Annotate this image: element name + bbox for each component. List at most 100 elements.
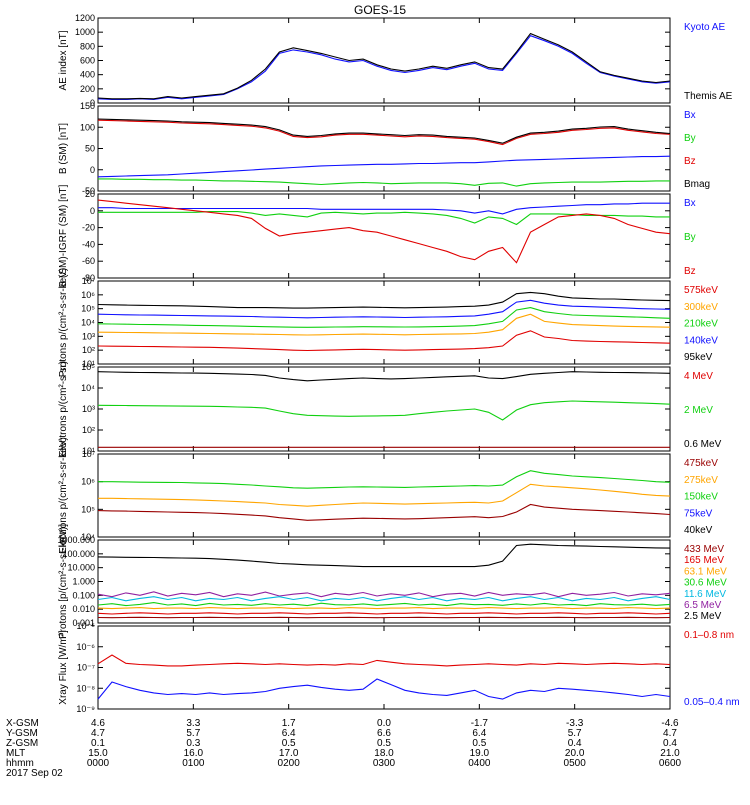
series-line <box>98 679 670 699</box>
legend-entry: 2.5 MeV <box>684 611 722 622</box>
y-tick-label: 1200 <box>75 13 95 23</box>
y-tick-label: 10⁻⁹ <box>76 704 95 714</box>
series-line <box>98 212 670 225</box>
y-tick-label: 10² <box>82 345 95 355</box>
series-line <box>98 597 670 601</box>
panel-frame <box>98 194 670 278</box>
legend-entry: Kyoto AE <box>684 22 725 33</box>
ephemeris-value: 0600 <box>659 758 682 769</box>
legend-entry: 475keV <box>684 458 718 469</box>
legend-entry: 63.1 MeV <box>684 566 727 577</box>
y-tick-label: 10⁵ <box>81 362 95 372</box>
y-axis-label: Protons p/(cm²-s-sr-keV) <box>58 268 69 377</box>
y-tick-label: 10⁷ <box>82 276 95 286</box>
legend-entry: 0.6 MeV <box>684 439 722 450</box>
legend-entry: Themis AE <box>684 91 733 102</box>
series-line <box>98 608 670 609</box>
y-tick-label: 10⁻⁸ <box>76 683 95 693</box>
legend-entry: 4 MeV <box>684 371 713 382</box>
y-tick-label: 20 <box>85 189 95 199</box>
series-line <box>98 505 670 521</box>
series-line <box>98 471 670 489</box>
legend-entry: 2 MeV <box>684 405 713 416</box>
y-axis-label: Protons [p/(cm²-s-sr-keV)] <box>58 524 69 639</box>
y-tick-label: 10⁴ <box>81 383 95 393</box>
ephemeris-value: 0400 <box>468 758 491 769</box>
y-axis-label: B (SM) [nT] <box>58 123 69 174</box>
ephemeris-value: 0300 <box>373 758 396 769</box>
series-line <box>98 603 670 606</box>
series-line <box>98 331 670 351</box>
panel-3: 200-20-40-60-80B (SM)-IGRF (SM) [nT]BxBy… <box>58 184 696 287</box>
series-line <box>98 179 670 186</box>
y-tick-label: 10⁻⁶ <box>77 642 96 652</box>
series-line <box>98 613 670 614</box>
legend-entry: Bz <box>684 156 696 167</box>
y-tick-label: 1.000 <box>72 577 95 587</box>
series-line <box>98 292 670 308</box>
legend-entry: 40keV <box>684 525 713 536</box>
ephemeris-value: 0500 <box>564 758 587 769</box>
y-tick-label: 50 <box>85 144 95 154</box>
legend-entry: 575keV <box>684 285 718 296</box>
y-tick-label: 0.010 <box>72 604 95 614</box>
panel-frame <box>98 281 670 364</box>
series-line <box>98 34 670 99</box>
y-tick-label: 600 <box>80 56 95 66</box>
legend-entry: 75keV <box>684 508 713 519</box>
series-line <box>98 544 670 566</box>
y-tick-label: 100 <box>80 122 95 132</box>
legend-entry: 210keV <box>684 319 718 330</box>
y-tick-label: 10⁵ <box>81 304 95 314</box>
series-line <box>98 592 670 597</box>
y-tick-label: 1000 <box>75 27 95 37</box>
legend-entry: By <box>684 133 696 144</box>
y-tick-label: 400 <box>80 70 95 80</box>
plot-title: GOES-15 <box>354 3 406 17</box>
y-tick-label: 0.100 <box>72 590 95 600</box>
legend-entry: 95keV <box>684 352 713 363</box>
legend-entry: Bmag <box>684 179 710 190</box>
legend-entry: 165 MeV <box>684 555 724 566</box>
panel-frame <box>98 540 670 623</box>
legend-entry: Bz <box>684 266 696 277</box>
ephemeris-value: 0000 <box>87 758 110 769</box>
series-line <box>98 372 670 381</box>
y-tick-label: -60 <box>82 256 95 266</box>
y-tick-label: 10⁴ <box>81 318 95 328</box>
ephemeris-value: 0100 <box>182 758 205 769</box>
series-line <box>98 156 670 177</box>
y-axis-label: Xray Flux [W/m²] <box>58 630 69 705</box>
legend-entry: 0.05–0.4 nm <box>684 697 740 708</box>
series-line <box>98 655 670 666</box>
panel-frame <box>98 106 670 191</box>
y-axis-label: AE index [nT] <box>58 30 69 90</box>
legend-entry: 11.6 MeV <box>684 589 726 600</box>
y-tick-label: 10³ <box>82 331 95 341</box>
legend-entry: 140keV <box>684 335 718 346</box>
y-tick-label: 800 <box>80 41 95 51</box>
ephemeris-row-label: hhmm <box>6 758 34 769</box>
series-line <box>98 36 670 100</box>
series-line <box>98 401 670 420</box>
y-tick-label: 10⁻⁷ <box>77 663 95 673</box>
ephemeris-value: 0200 <box>278 758 301 769</box>
panel-7: 1000.000100.00010.0001.0000.1000.0100.00… <box>57 524 727 639</box>
y-tick-label: 200 <box>80 84 95 94</box>
panel-frame <box>98 367 670 451</box>
legend-entry: 275keV <box>684 475 718 486</box>
y-tick-label: -40 <box>82 239 95 249</box>
y-tick-label: 10⁶ <box>81 477 95 487</box>
legend-entry: 30.6 MeV <box>684 578 727 589</box>
legend-entry: By <box>684 232 696 243</box>
legend-entry: 0.1–0.8 nm <box>684 630 734 641</box>
y-tick-label: 10.000 <box>67 563 95 573</box>
legend-entry: 300keV <box>684 302 718 313</box>
